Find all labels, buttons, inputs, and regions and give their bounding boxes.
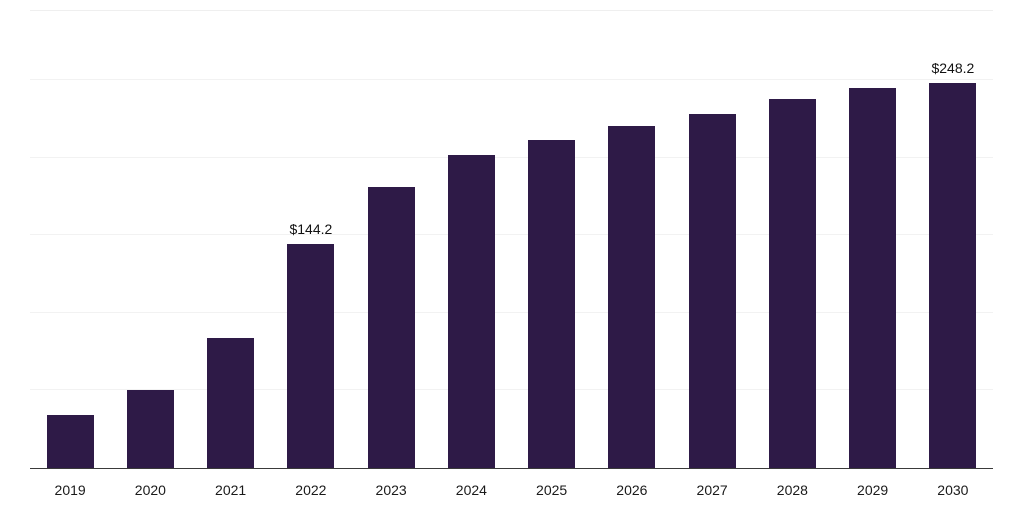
gridline [30,234,993,236]
bar-2019 [46,415,94,468]
gridline [30,311,993,313]
x-tick-label-2021: 2021 [215,482,247,498]
bar-slot-2025 [512,10,592,468]
bar-2028 [768,99,816,468]
x-tick-label-2023: 2023 [375,482,407,498]
x-tick-label-2022: 2022 [295,482,327,498]
x-tick-label-2025: 2025 [536,482,568,498]
bar-2025 [528,140,576,468]
bar-slot-2019 [30,10,110,468]
x-tick-label-2027: 2027 [696,482,728,498]
x-tick-label-2026: 2026 [616,482,648,498]
x-tick-label-2024: 2024 [455,482,487,498]
gridline [30,389,993,391]
gridline-top [30,10,993,11]
x-axis-labels: 2019 2020 2021 2022 2023 2024 2025 2026 2027 2028… [30,482,993,498]
bar-slot-2022: $144.2 [271,10,351,468]
bar-slot-2023 [351,10,431,468]
bar-2024 [447,155,495,468]
plot-area: $144.2 $248.2 [30,10,993,468]
x-tick-label-2029: 2029 [857,482,889,498]
bar-slot-2020 [110,10,190,468]
bar-slot-2029 [833,10,913,468]
bar-2030 [929,82,977,468]
x-axis-line [30,468,993,469]
bar-2023 [367,187,415,468]
bar-slot-2026 [592,10,672,468]
bar-2022 [287,244,335,468]
bar-slot-2024 [431,10,511,468]
gridline [30,156,993,158]
bar-slot-2030: $248.2 [913,10,993,468]
bar-slot-2028 [752,10,832,468]
bar-2026 [608,126,656,468]
x-tick-label-2028: 2028 [776,482,808,498]
x-tick-label-2030: 2030 [937,482,969,498]
bar-2029 [849,87,897,468]
gridline [30,78,993,80]
x-tick-label-2020: 2020 [134,482,166,498]
bar-slot-2021 [191,10,271,468]
data-label-2030: $248.2 [931,59,975,76]
bar-2021 [207,337,255,468]
bars-layer: $144.2 $248.2 [30,10,993,468]
x-tick-label-2019: 2019 [54,482,86,498]
data-label-2022: $144.2 [289,221,333,238]
bar-slot-2027 [672,10,752,468]
bar-2020 [126,390,174,468]
bar-2027 [688,114,736,468]
